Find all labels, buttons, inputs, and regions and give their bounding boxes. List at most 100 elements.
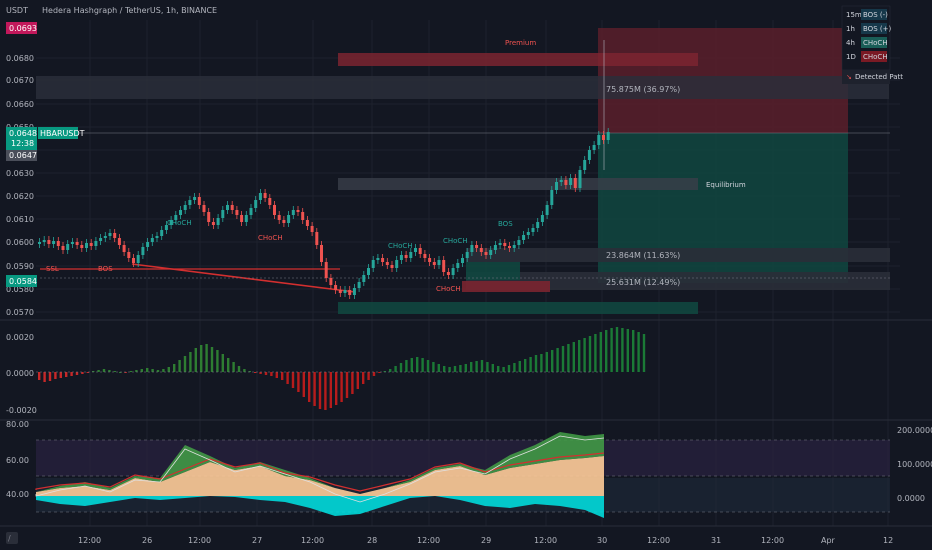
candle-body	[301, 212, 305, 220]
macd-bar	[43, 372, 46, 382]
measure-top-label: 75.875M (36.97%)	[606, 85, 680, 94]
price-badges: 0.0693 0.0648 12:38 0.0647 HBARUSDT 0.05…	[6, 22, 85, 287]
currency-label: USDT	[6, 6, 28, 15]
choch-label-3: CHoCH	[388, 242, 413, 250]
macd-bar	[194, 348, 197, 372]
candle-body	[559, 180, 563, 182]
candle-body	[273, 205, 276, 215]
price-tick-label: 0.0680	[6, 54, 34, 63]
macd-bar	[497, 366, 500, 372]
macd-bar	[92, 371, 95, 372]
osc-right-tick: 100.0000	[897, 460, 932, 469]
ssl-label: SSL	[46, 265, 59, 273]
macd-bar	[599, 332, 602, 372]
candle-body	[193, 197, 197, 200]
macd-bar	[124, 372, 127, 373]
macd-bar	[372, 372, 376, 376]
macd-bar	[475, 361, 478, 372]
price-tick-label: 0.0660	[6, 100, 34, 109]
order-block-green	[466, 262, 520, 280]
candle-body	[42, 240, 46, 242]
candle-body	[479, 248, 483, 252]
mtf-signal-cell	[861, 9, 887, 20]
macd-bar	[167, 367, 170, 372]
time-tick-label: 30	[597, 536, 607, 545]
candle-body	[432, 262, 436, 265]
macd-bar	[259, 372, 262, 374]
macd-bar	[394, 366, 397, 372]
macd-bar	[605, 330, 608, 372]
osc-red-line	[35, 452, 605, 492]
macd-bar	[486, 362, 489, 372]
macd-bar	[502, 367, 505, 372]
macd-bar	[113, 371, 116, 372]
macd-bar	[81, 372, 84, 374]
macd-bar	[432, 362, 435, 372]
candle-body	[94, 241, 98, 246]
candle-body	[503, 243, 507, 246]
tradingview-logo-icon[interactable]: /	[6, 532, 18, 544]
candle-body	[578, 170, 582, 188]
macd-bar	[637, 332, 640, 372]
candle-body	[183, 205, 187, 210]
candle-body	[127, 252, 131, 258]
mtf-timeframe: 1D	[846, 53, 856, 61]
candle-body	[517, 240, 521, 245]
candle-body	[169, 220, 173, 225]
macd-bar	[383, 371, 386, 372]
macd-bar	[70, 372, 73, 376]
macd-bar	[254, 372, 257, 373]
macd-bar	[410, 358, 413, 372]
candle-body	[61, 246, 65, 250]
macd-bar	[140, 369, 143, 372]
candle-body	[211, 222, 215, 225]
macd-bar	[524, 359, 527, 372]
candle-body	[56, 241, 60, 246]
candle-body	[164, 225, 168, 230]
detected-patterns-legend[interactable]: ↘ Detected Patt	[842, 70, 903, 84]
macd-bar	[146, 368, 149, 372]
macd-bar	[351, 372, 354, 394]
macd-bar	[480, 360, 484, 372]
candle-body	[437, 260, 441, 265]
candle-body	[155, 236, 159, 238]
macd-bar	[102, 369, 106, 372]
candle-body	[141, 247, 145, 255]
candle-body	[451, 268, 455, 275]
candle-body	[315, 232, 319, 245]
candle-body	[343, 290, 347, 293]
macd-bar	[594, 334, 597, 372]
equilibrium-label: Equilibrium	[706, 181, 746, 189]
time-tick-label: 12:00	[417, 536, 440, 545]
candle-body	[117, 238, 121, 245]
macd-bar	[200, 345, 203, 372]
mtf-signal: BOS (+)	[863, 25, 891, 33]
macd-bar	[221, 354, 224, 372]
macd-bar	[48, 372, 52, 381]
candle-body	[329, 278, 333, 285]
osc-left-tick: 40.00	[6, 490, 29, 499]
candlestick-series	[38, 128, 610, 299]
countdown-text: 12:38	[11, 139, 34, 148]
candle-body	[470, 245, 474, 252]
candle-body	[371, 260, 375, 268]
macd-bar	[178, 360, 181, 372]
time-tick-label: 27	[252, 536, 262, 545]
time-axis[interactable]: 12:00 26 12:00 27 12:00 28 12:00 29 12:00 30 12:00…	[78, 536, 893, 545]
mtf-signal: BOS (-)	[863, 11, 888, 19]
top-price-badge	[6, 22, 37, 34]
candle-body	[583, 160, 587, 170]
macd-bar	[173, 364, 176, 372]
osc-cyan-area	[36, 496, 604, 518]
legend-arrow-icon: ↘	[846, 73, 852, 81]
choch-label-2: CHoCH	[258, 234, 283, 242]
macd-bar	[491, 364, 494, 372]
price-tick-label: 0.0610	[6, 215, 34, 224]
candle-body	[569, 178, 573, 185]
candle-body	[531, 228, 535, 232]
macd-bar	[237, 366, 241, 372]
candle-body	[136, 255, 140, 263]
macd-bar	[65, 372, 68, 377]
macd-bar	[426, 360, 430, 372]
